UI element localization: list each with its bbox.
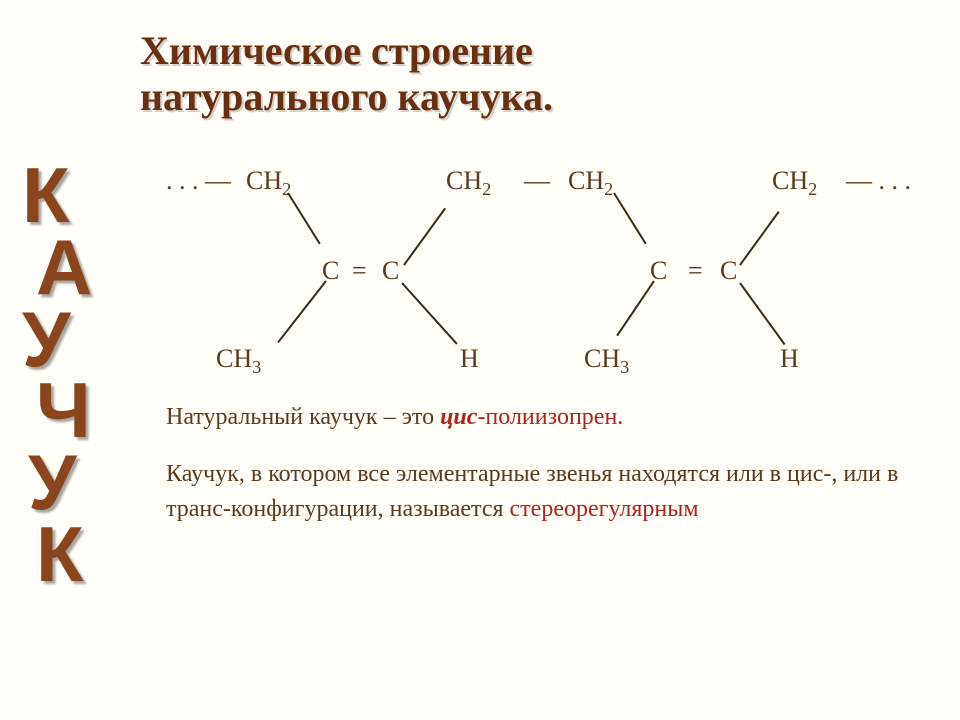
bond-7	[739, 282, 785, 345]
atom-c2: C	[382, 256, 399, 286]
slide-root: Химическое строение натурального каучука…	[0, 0, 960, 720]
text-line-1: Каучук, в котором все элементарные звень…	[166, 457, 920, 527]
bond-3	[401, 282, 457, 344]
atom-dotsR: — . . .	[846, 166, 911, 196]
atom-h1: H	[460, 344, 479, 374]
text-line-0: Натуральный каучук – это цис-полиизопрен…	[166, 400, 920, 435]
atom-c4: C	[720, 256, 737, 286]
atom-eq2: =	[688, 256, 703, 286]
vertical-letter: У	[22, 304, 92, 376]
text-segment: -полиизопрен.	[477, 404, 623, 430]
atom-dotsL: . . . —	[166, 166, 231, 196]
bond-5	[739, 211, 779, 266]
atom-ch2_2: CH2	[446, 166, 491, 200]
vertical-letter: У	[28, 447, 92, 519]
vertical-letter: К	[36, 519, 92, 591]
chemical-structure-diagram: . . . —CH2CH2—CH2CH2— . . .C=CC=CCH3HCH3…	[166, 156, 926, 386]
title-line-1: Химическое строение	[140, 28, 533, 73]
vertical-letter: А	[36, 232, 92, 304]
atom-dash12: —	[524, 166, 550, 196]
text-segment: стереорегулярным	[510, 496, 699, 522]
atom-eq1: =	[352, 256, 367, 286]
atom-ch2_3: CH2	[568, 166, 613, 200]
vertical-letter: К	[22, 160, 92, 232]
atom-ch2_1: CH2	[246, 166, 291, 200]
bond-2	[277, 280, 327, 343]
body-text: Натуральный каучук – это цис-полиизопрен…	[140, 400, 920, 526]
bond-1	[403, 208, 446, 266]
title-line-2: натурального каучука.	[140, 74, 553, 119]
bond-6	[616, 280, 655, 336]
vertical-letter: Ч	[36, 375, 92, 447]
text-segment: цис	[440, 404, 477, 430]
content-area: . . . —CH2CH2—CH2CH2— . . .C=CC=CCH3HCH3…	[140, 156, 920, 526]
vertical-word: КАУЧУК	[22, 160, 92, 591]
slide-title: Химическое строение натурального каучука…	[140, 28, 920, 120]
bond-0	[287, 192, 320, 244]
atom-ch3_2: CH3	[584, 344, 629, 378]
atom-ch2_4: CH2	[772, 166, 817, 200]
atom-ch3_1: CH3	[216, 344, 261, 378]
atom-h2: H	[780, 344, 799, 374]
text-segment: Натуральный каучук – это	[166, 404, 440, 430]
bond-4	[613, 192, 646, 244]
